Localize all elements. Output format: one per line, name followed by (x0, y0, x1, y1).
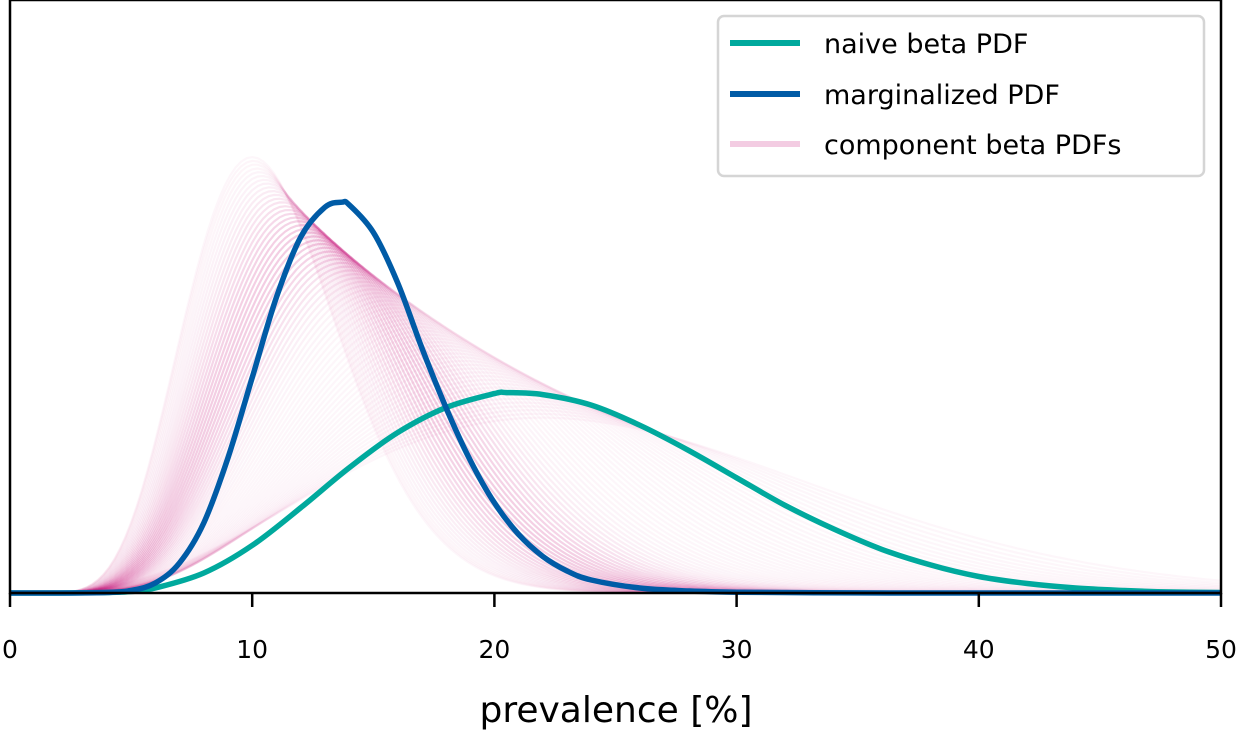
main-series (10, 198, 1222, 596)
legend-label-naive: naive beta PDF (824, 29, 1028, 60)
x-tick-label: 0 (2, 635, 18, 664)
x-tick-label: 10 (236, 635, 268, 664)
marginalized-pdf-line (10, 198, 1221, 596)
x-tick-label: 20 (478, 635, 510, 664)
x-axis-label: prevalence [%] (479, 690, 752, 731)
x-tick-label: 40 (963, 635, 995, 664)
legend: naive beta PDF marginalized PDF componen… (716, 14, 1206, 178)
x-axis: 0 10 20 30 40 50 (2, 593, 1237, 664)
x-tick-label: 30 (721, 635, 753, 664)
legend-label-marginalized: marginalized PDF (824, 80, 1060, 111)
naive-beta-pdf-line (10, 389, 1222, 596)
legend-label-components: component beta PDFs (824, 130, 1121, 161)
x-tick-label: 50 (1205, 635, 1237, 664)
legend-box (716, 14, 1206, 178)
plot-frame (8, 0, 1223, 595)
component-curves (10, 167, 1221, 595)
